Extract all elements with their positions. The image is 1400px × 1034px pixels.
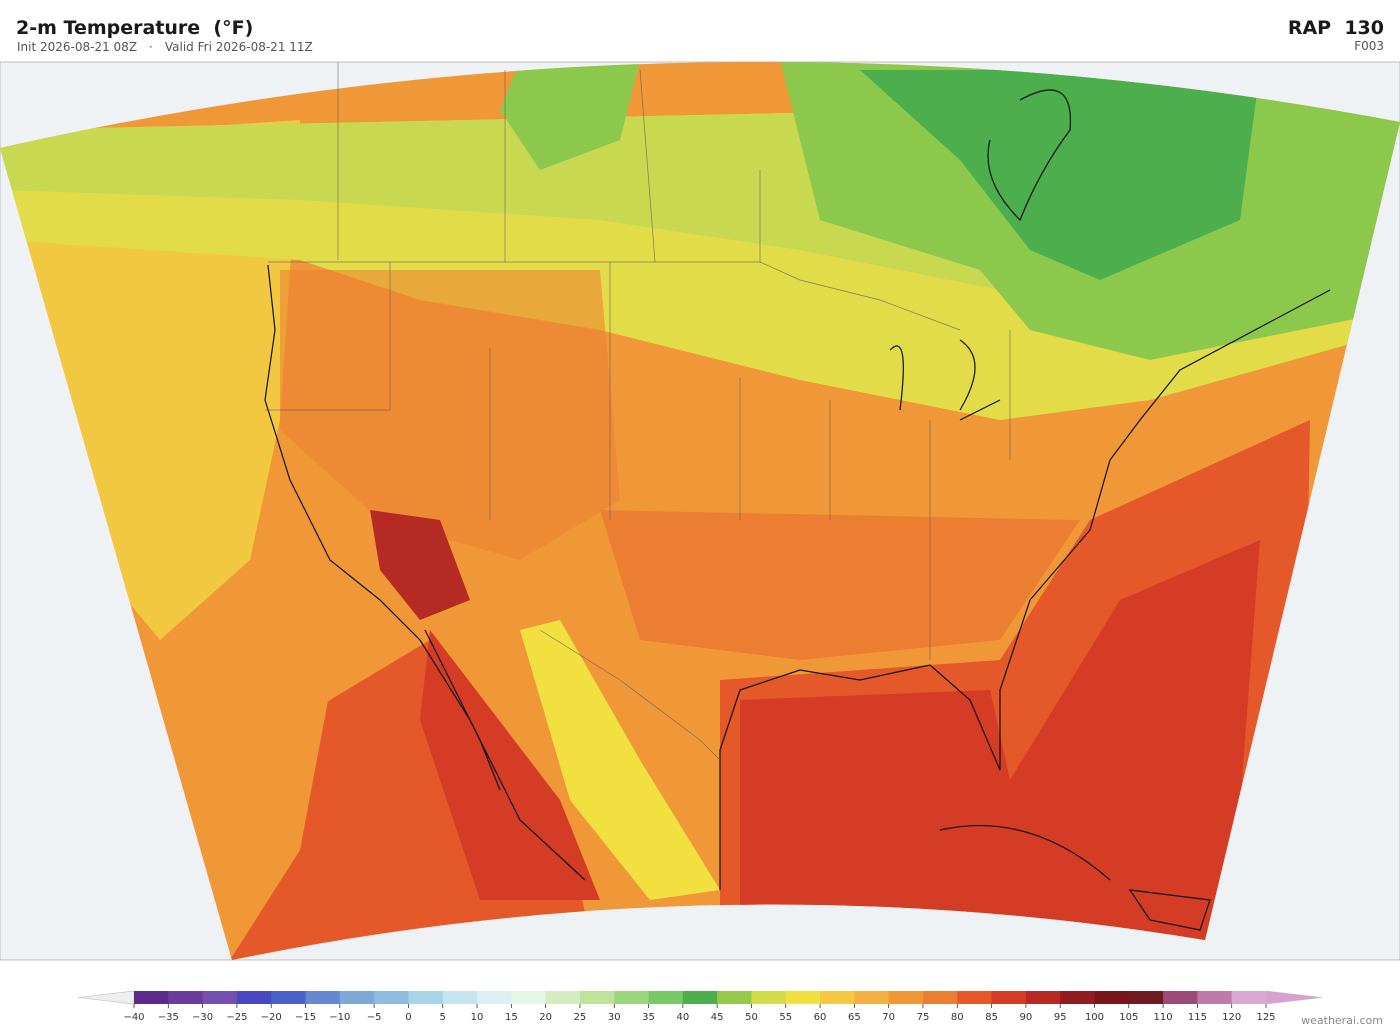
temperature-field xyxy=(0,61,1400,961)
colorbar-segment xyxy=(820,991,855,1004)
colorbar: −40 −35 −30 −25 −20 −15 −10 −5 0 5 10 15 20 25 30 35 40 4… xyxy=(77,990,1323,1023)
colorbar-segment xyxy=(305,991,341,1004)
borders xyxy=(265,62,1011,761)
colorbar-tick-label: −10 xyxy=(329,1012,350,1023)
colorbar-tick-label: −40 xyxy=(123,1012,144,1023)
colorbar-segment xyxy=(442,991,478,1004)
colorbar-tick-label: 5 xyxy=(440,1012,446,1023)
colorbar-segment xyxy=(1163,991,1198,1004)
colorbar-tick-label: 40 xyxy=(676,1012,689,1023)
colorbar-segment xyxy=(1128,991,1164,1004)
credit: weatherai.com xyxy=(1301,1014,1383,1027)
colorbar-tick-label: 10 xyxy=(471,1012,484,1023)
colorbar-tick-label: 75 xyxy=(917,1012,930,1023)
colorbar-under xyxy=(77,990,135,1005)
colorbar-tick-label: 90 xyxy=(1020,1012,1033,1023)
forecast-hour: F003 xyxy=(1354,39,1384,53)
colorbar-tick-label: −25 xyxy=(226,1012,247,1023)
colorbar-segment xyxy=(1231,991,1267,1004)
colorbar-tick-label: 35 xyxy=(642,1012,655,1023)
colorbar-tick-label: 60 xyxy=(814,1012,827,1023)
init-time: Init 2026-08-21 08Z xyxy=(17,40,137,54)
subtitle: Init 2026-08-21 08Z · Valid Fri 2026-08-21… xyxy=(17,40,313,54)
colorbar-segment xyxy=(854,991,890,1004)
colorbar-tick-label: 80 xyxy=(951,1012,964,1023)
colorbar-tick-label: 125 xyxy=(1256,1012,1275,1023)
colorbar-segment xyxy=(785,991,821,1004)
colorbar-segment xyxy=(339,991,375,1004)
title: 2-m Temperature (°F) xyxy=(16,17,253,39)
colorbar-segment xyxy=(717,991,752,1004)
colorbar-segment xyxy=(682,991,718,1004)
colorbar-segment xyxy=(957,991,993,1004)
colorbar-segment xyxy=(408,991,444,1004)
colorbar-segment xyxy=(1060,991,1095,1004)
colorbar-segment xyxy=(579,991,615,1004)
colorbar-tick-label: 30 xyxy=(608,1012,621,1023)
colorbar-tick-label: −20 xyxy=(261,1012,282,1023)
colorbar-segment xyxy=(477,991,512,1004)
separator: · xyxy=(149,40,153,54)
colorbar-segment xyxy=(648,991,684,1004)
colorbar-segment xyxy=(1197,991,1233,1004)
colorbar-tick-label: 45 xyxy=(711,1012,724,1023)
colorbar-segment xyxy=(888,991,924,1004)
colorbar-tick-label: 115 xyxy=(1188,1012,1207,1023)
colorbar-segment xyxy=(1025,991,1061,1004)
colorbar-over xyxy=(1265,990,1323,1005)
model-name: RAP 130 xyxy=(1288,17,1384,39)
colorbar-tick-label: 95 xyxy=(1054,1012,1067,1023)
colorbar-segment xyxy=(614,991,650,1004)
colorbar-tick-label: 110 xyxy=(1154,1012,1173,1023)
colorbar-segment xyxy=(271,991,307,1004)
colorbar-segment xyxy=(1094,991,1130,1004)
colorbar-tick-label: 0 xyxy=(405,1012,411,1023)
colorbar-tick-label: 70 xyxy=(882,1012,895,1023)
colorbar-tick-label: 100 xyxy=(1085,1012,1104,1023)
valid-time: Valid Fri 2026-08-21 11Z xyxy=(165,40,313,54)
coastlines xyxy=(264,89,1331,931)
colorbar-segment xyxy=(991,991,1027,1004)
colorbar-tick-label: −35 xyxy=(158,1012,179,1023)
colorbar-segment xyxy=(134,991,169,1004)
colorbar-segment xyxy=(922,991,958,1004)
colorbar-tick-label: −30 xyxy=(192,1012,213,1023)
colorbar-segment xyxy=(202,991,238,1004)
colorbar-tick-label: 85 xyxy=(985,1012,998,1023)
colorbar-tick-label: 120 xyxy=(1222,1012,1241,1023)
colorbar-segment xyxy=(236,991,272,1004)
colorbar-segment xyxy=(751,991,787,1004)
colorbar-segment xyxy=(545,991,581,1004)
colorbar-segment xyxy=(374,991,409,1004)
header: 2-m Temperature (°F) Init 2026-08-21 08Z… xyxy=(16,17,1384,54)
colorbar-tick-label: 105 xyxy=(1119,1012,1138,1023)
colorbar-tick-label: 65 xyxy=(848,1012,861,1023)
colorbar-tick-label: 25 xyxy=(574,1012,587,1023)
colorbar-tick-label: 15 xyxy=(505,1012,518,1023)
colorbar-tick-label: −15 xyxy=(295,1012,316,1023)
colorbar-tick-label: 20 xyxy=(539,1012,552,1023)
colorbar-segment xyxy=(511,991,547,1004)
colorbar-tick-label: 55 xyxy=(779,1012,792,1023)
colorbar-segment xyxy=(168,991,204,1004)
colorbar-tick-label: −5 xyxy=(367,1012,382,1023)
colorbar-tick-label: 50 xyxy=(745,1012,758,1023)
